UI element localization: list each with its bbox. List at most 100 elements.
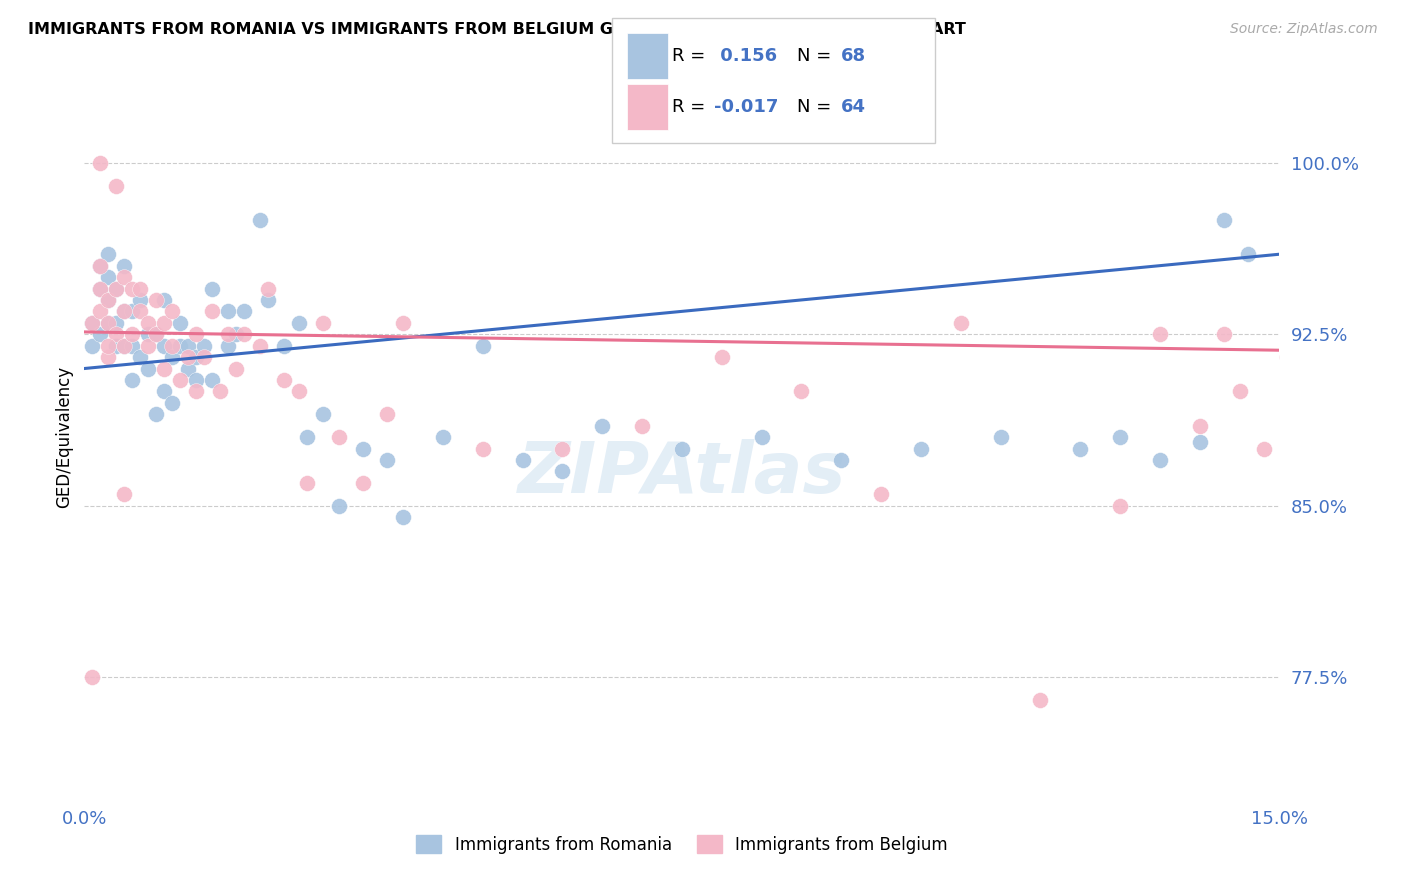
Point (1253, 442, 1275, 456)
Point (89, 327, 111, 342)
Point (193, 338, 215, 352)
Point (1149, 453, 1171, 467)
Point (201, 304, 224, 318)
Point (591, 418, 613, 433)
Text: IMMIGRANTS FROM ROMANIA VS IMMIGRANTS FROM BELGIUM GED/EQUIVALENCY CORRELATION C: IMMIGRANTS FROM ROMANIA VS IMMIGRANTS FR… (28, 22, 966, 37)
Point (112, 338, 135, 352)
Point (790, 384, 813, 399)
Point (193, 350, 215, 364)
Point (328, 430, 350, 444)
Point (232, 327, 254, 342)
Point (312, 407, 335, 421)
Text: ZIPAtlas: ZIPAtlas (517, 439, 846, 508)
Point (105, 338, 128, 352)
Point (82, 670, 104, 684)
Point (97, 316, 120, 330)
Point (145, 407, 167, 421)
Point (352, 442, 374, 456)
Point (217, 327, 239, 342)
Point (153, 338, 176, 352)
Point (1212, 213, 1234, 227)
Point (169, 338, 191, 352)
Point (225, 327, 247, 342)
Point (273, 338, 295, 352)
Point (273, 373, 295, 387)
Point (392, 510, 415, 524)
Point (129, 293, 152, 307)
Point (1236, 247, 1258, 261)
Point (82, 316, 104, 330)
Point (249, 213, 271, 227)
Point (352, 475, 374, 490)
Text: N =: N = (797, 47, 837, 65)
Point (112, 304, 135, 318)
Point (551, 442, 574, 456)
Point (1029, 693, 1052, 707)
Y-axis label: GED/Equivalency: GED/Equivalency (55, 366, 73, 508)
Point (136, 316, 159, 330)
Point (297, 430, 319, 444)
Point (169, 373, 191, 387)
Point (153, 384, 176, 399)
Point (129, 281, 152, 295)
Point (471, 442, 494, 456)
Point (288, 316, 311, 330)
Point (89, 304, 111, 318)
Point (512, 453, 534, 467)
Point (225, 361, 247, 376)
Point (297, 475, 319, 490)
Point (208, 384, 231, 399)
Point (160, 350, 183, 364)
Point (710, 350, 733, 364)
Point (169, 316, 191, 330)
Point (97, 270, 120, 285)
Point (910, 442, 932, 456)
Text: R =: R = (672, 98, 711, 116)
Point (136, 361, 159, 376)
Point (256, 281, 278, 295)
Point (97, 293, 120, 307)
Point (121, 304, 143, 318)
Point (121, 338, 143, 352)
Point (177, 338, 200, 352)
Point (232, 304, 254, 318)
Point (217, 338, 239, 352)
Point (105, 316, 128, 330)
Point (177, 361, 200, 376)
Point (312, 316, 335, 330)
Point (153, 316, 176, 330)
Point (184, 350, 207, 364)
Point (129, 304, 152, 318)
Point (82, 316, 104, 330)
Point (145, 293, 167, 307)
Point (392, 316, 415, 330)
Text: 0.156: 0.156 (714, 47, 778, 65)
Point (1212, 327, 1234, 342)
Text: 64: 64 (841, 98, 866, 116)
Point (121, 373, 143, 387)
Point (830, 453, 852, 467)
Point (375, 453, 398, 467)
Point (105, 281, 128, 295)
Point (89, 281, 111, 295)
Point (1109, 430, 1132, 444)
Point (256, 293, 278, 307)
Point (97, 350, 120, 364)
Point (89, 259, 111, 273)
Point (160, 304, 183, 318)
Point (97, 316, 120, 330)
Point (217, 304, 239, 318)
Point (1277, 350, 1299, 364)
Point (136, 327, 159, 342)
Point (112, 259, 135, 273)
Text: 68: 68 (841, 47, 866, 65)
Text: Source: ZipAtlas.com: Source: ZipAtlas.com (1230, 22, 1378, 37)
Point (201, 373, 224, 387)
Point (160, 338, 183, 352)
Point (288, 384, 311, 399)
Point (631, 418, 654, 433)
Point (97, 293, 120, 307)
Point (89, 259, 111, 273)
Point (375, 407, 398, 421)
Point (105, 281, 128, 295)
